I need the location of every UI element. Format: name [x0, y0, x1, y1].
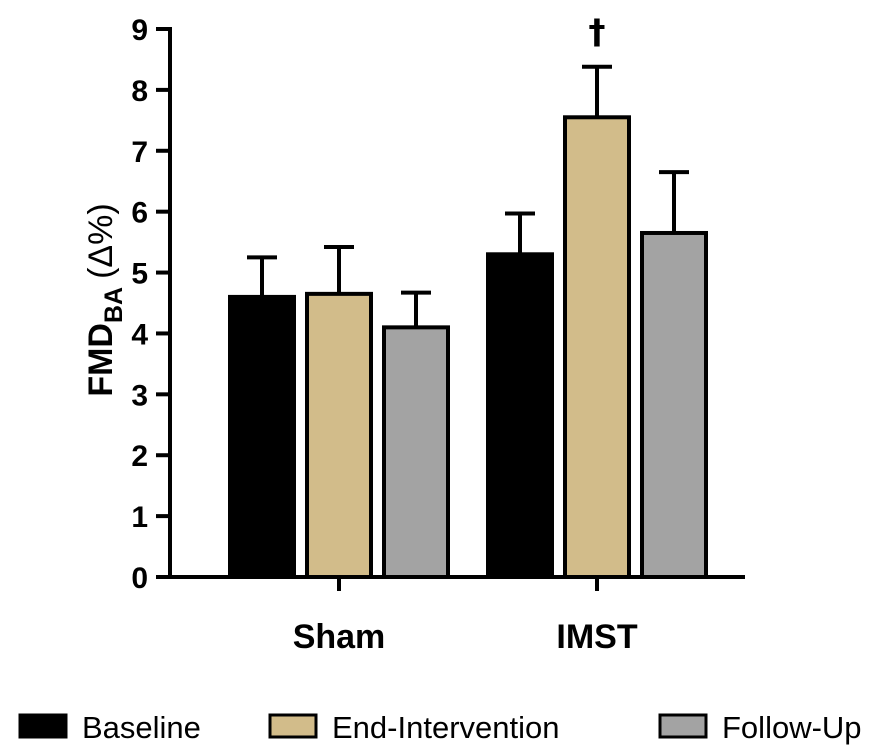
y-tick-label: 7: [131, 136, 148, 169]
legend-swatch: [18, 713, 68, 739]
legend-swatch: [658, 713, 708, 739]
bar: [563, 115, 631, 580]
y-tick-label: 9: [131, 14, 148, 47]
y-tick-label: 2: [131, 440, 148, 473]
bar: [228, 294, 296, 579]
legend-label: End-Intervention: [332, 710, 559, 745]
y-tick-label: 0: [131, 562, 148, 595]
legend-swatch: [268, 713, 318, 739]
legend: Baseline End-Intervention Follow-Up: [18, 710, 862, 745]
y-axis-title: FMDBA (Δ%): [82, 203, 128, 396]
y-axis: 0 1 2 3 4 5 6 7 8 9: [131, 14, 172, 595]
y-tick-label: 3: [131, 379, 148, 412]
bar: [305, 291, 373, 579]
significance-dagger: †: [589, 12, 606, 52]
y-tick-label: 1: [131, 501, 148, 534]
y-axis-title-subscript: BA: [100, 287, 128, 323]
bar: [486, 252, 554, 580]
legend-label: Follow-Up: [722, 710, 862, 745]
y-tick-label: 6: [131, 197, 148, 230]
y-tick-label: 8: [131, 75, 148, 108]
y-tick-label: 5: [131, 258, 148, 291]
bars-layer: †: [228, 12, 708, 580]
y-axis-title-main: FMD: [82, 323, 120, 397]
y-axis-title-unit: (Δ%): [82, 203, 120, 279]
bar: [382, 325, 450, 579]
x-axis: Sham IMST: [168, 575, 745, 656]
x-tick-label: IMST: [556, 618, 637, 656]
y-tick-label: 4: [131, 318, 148, 351]
legend-label: Baseline: [82, 710, 201, 745]
x-tick-label: Sham: [293, 618, 386, 656]
y-axis-title-text: FMDBA (Δ%): [82, 203, 128, 396]
bar: [640, 230, 708, 579]
